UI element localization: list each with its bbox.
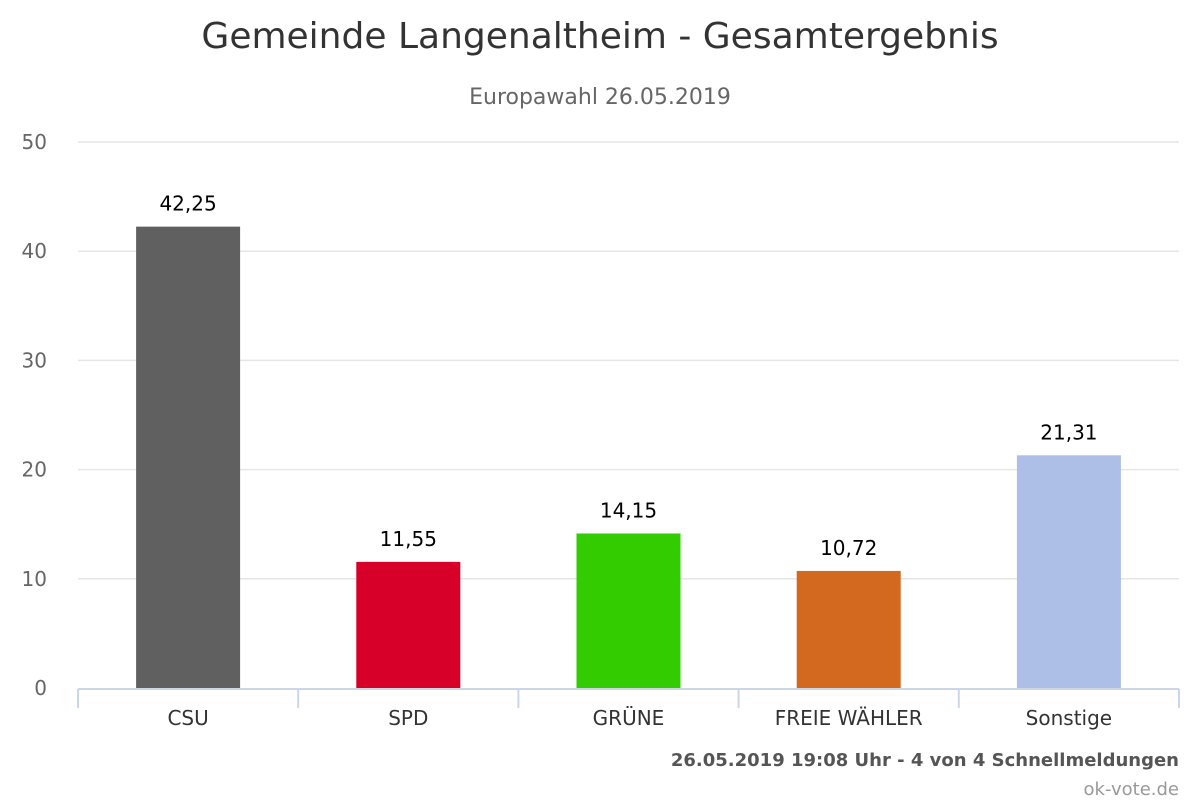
data-label: 10,72 (820, 536, 877, 560)
bar-sonstige (1016, 455, 1121, 688)
data-labels: 42,25 11,55 14,15 10,72 21,31 (159, 192, 1097, 560)
chart-title: Gemeinde Langenaltheim - Gesamtergebnis (201, 16, 998, 57)
data-label: 11,55 (380, 527, 437, 551)
data-label: 42,25 (159, 192, 216, 216)
bar-grüne (576, 533, 681, 688)
x-tick-label: GRÜNE (593, 706, 665, 730)
y-tick-label: 20 (22, 458, 47, 482)
x-tick-label: Sonstige (1026, 706, 1112, 730)
y-tick-label: 40 (22, 239, 47, 263)
data-label: 14,15 (600, 498, 657, 522)
y-tick-label: 30 (22, 348, 47, 372)
bar-freie-wähler (796, 570, 901, 688)
bars (136, 226, 1121, 688)
data-label: 21,31 (1040, 420, 1097, 444)
x-axis: CSU SPD GRÜNE FREIE WÄHLER Sonstige (77, 688, 1180, 730)
bar-csu (136, 226, 241, 688)
y-tick-label: 10 (22, 567, 47, 591)
y-tick-label: 0 (34, 676, 47, 700)
footer-timestamp: 26.05.2019 19:08 Uhr - 4 von 4 Schnellme… (671, 750, 1179, 771)
y-axis-ticks: 0 10 20 30 40 50 (22, 130, 47, 700)
grid-lines (78, 141, 1179, 580)
bar-spd (356, 561, 461, 688)
y-tick-label: 50 (22, 130, 47, 154)
chart-subtitle: Europawahl 26.05.2019 (469, 85, 731, 110)
x-tick-label: FREIE WÄHLER (775, 706, 923, 730)
footer-credit: ok-vote.de (1084, 779, 1179, 800)
x-tick-label: CSU (167, 706, 208, 730)
x-tick-label: SPD (388, 706, 428, 730)
